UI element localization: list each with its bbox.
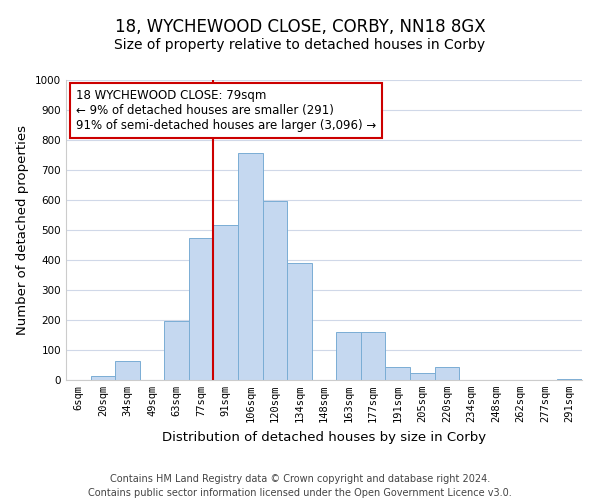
Bar [263, 201, 287, 380]
Text: 18 WYCHEWOOD CLOSE: 79sqm
← 9% of detached houses are smaller (291)
91% of semi-: 18 WYCHEWOOD CLOSE: 79sqm ← 9% of detach… [76, 89, 377, 132]
Bar [287, 263, 312, 380]
Text: Contains HM Land Registry data © Crown copyright and database right 2024.
Contai: Contains HM Land Registry data © Crown c… [88, 474, 512, 498]
Bar [91, 376, 115, 380]
Bar [410, 374, 434, 380]
Text: 18, WYCHEWOOD CLOSE, CORBY, NN18 8GX: 18, WYCHEWOOD CLOSE, CORBY, NN18 8GX [115, 18, 485, 36]
Bar [361, 332, 385, 380]
Bar [434, 367, 459, 380]
X-axis label: Distribution of detached houses by size in Corby: Distribution of detached houses by size … [162, 430, 486, 444]
Bar [557, 378, 582, 380]
Bar [238, 153, 263, 380]
Text: Size of property relative to detached houses in Corby: Size of property relative to detached ho… [115, 38, 485, 52]
Bar [189, 238, 214, 380]
Bar [385, 367, 410, 380]
Bar [214, 225, 238, 380]
Bar [115, 362, 140, 380]
Bar [164, 321, 189, 380]
Y-axis label: Number of detached properties: Number of detached properties [16, 125, 29, 335]
Bar [336, 332, 361, 380]
